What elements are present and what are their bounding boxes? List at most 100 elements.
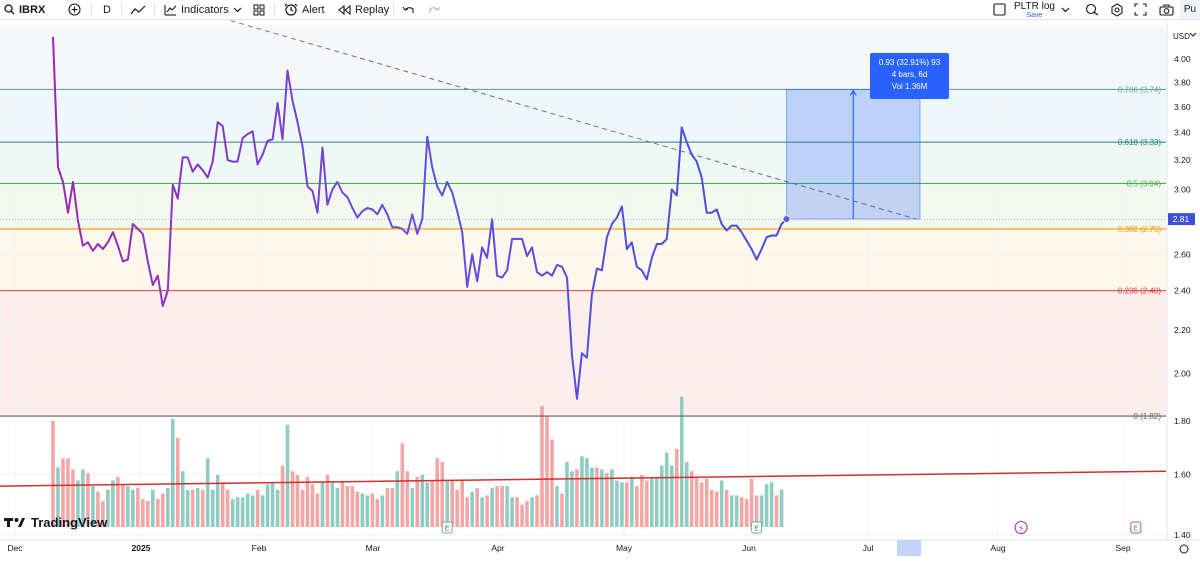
volume-bar xyxy=(565,461,569,527)
upper-background xyxy=(0,26,1166,90)
volume-bar xyxy=(595,467,599,527)
volume-bar xyxy=(210,489,215,527)
volume-bar xyxy=(744,499,749,527)
volume-bar xyxy=(235,497,240,527)
volume-bar xyxy=(151,489,155,527)
volume-bar xyxy=(570,471,574,527)
dividend-marker[interactable] xyxy=(1014,521,1028,534)
settings-icon[interactable] xyxy=(1179,544,1189,554)
earnings-marker[interactable] xyxy=(441,521,453,534)
interval-button[interactable]: D xyxy=(103,0,111,19)
settings-button[interactable] xyxy=(1110,0,1124,19)
earnings-marker[interactable] xyxy=(751,521,763,534)
time-tick-label: 2025 xyxy=(132,543,151,553)
fullscreen-button[interactable] xyxy=(1134,0,1147,19)
volume-bar xyxy=(709,489,714,527)
layouts-button[interactable] xyxy=(253,0,265,19)
volume-bar xyxy=(515,497,519,527)
quick-search-button[interactable] xyxy=(1085,0,1099,19)
fib-band xyxy=(0,228,1166,291)
volume-bar xyxy=(195,487,200,527)
chevron-down-icon[interactable] xyxy=(1189,32,1197,37)
volume-bar xyxy=(131,489,135,527)
volume-bar xyxy=(460,480,464,527)
volume-bar xyxy=(285,424,290,527)
indicators-dropdown[interactable] xyxy=(233,0,242,19)
volume-bar xyxy=(425,482,430,527)
volume-bar xyxy=(61,458,65,527)
volume-bar xyxy=(684,461,689,527)
indicators-label: Indicators xyxy=(181,3,229,16)
volume-bar xyxy=(385,487,390,527)
volume-bar xyxy=(190,489,195,527)
price-tick-label: 4.00 xyxy=(1174,54,1191,64)
volume-bar xyxy=(205,458,210,527)
volume-bar xyxy=(769,482,774,527)
volume-bar xyxy=(310,484,315,527)
volume-bar xyxy=(126,486,130,527)
price-tick-label: 3.00 xyxy=(1174,184,1191,194)
symbol-search[interactable]: IBRX xyxy=(4,0,45,19)
replay-button[interactable]: Replay xyxy=(338,0,389,19)
volume-bar xyxy=(694,476,699,527)
price-tick-label: 3.20 xyxy=(1174,155,1191,165)
tradingview-watermark: TradingView xyxy=(4,515,108,530)
line-style-icon xyxy=(130,5,146,14)
volume-bar xyxy=(295,474,300,527)
dividend-marker-label: ⚡ xyxy=(1018,524,1024,533)
volume-bar xyxy=(325,474,330,527)
layout-save[interactable]: PLTR log Save xyxy=(1014,0,1055,19)
volume-bar xyxy=(600,469,604,527)
tradingview-logo-slash xyxy=(18,518,25,527)
currency-label[interactable]: USD xyxy=(1173,32,1190,41)
volume-bar xyxy=(435,458,440,527)
volume-bar xyxy=(370,493,375,527)
snapshot-button[interactable] xyxy=(1159,0,1174,19)
last-price-point xyxy=(782,215,791,224)
volume-bar xyxy=(420,474,425,527)
dashed-trendline[interactable] xyxy=(0,20,917,220)
volume-bar xyxy=(335,487,340,527)
volume-bar xyxy=(76,480,80,527)
volume-bar xyxy=(699,482,704,527)
earnings-marker[interactable] xyxy=(1130,521,1142,534)
price-axis[interactable]: USD4.003.803.603.403.203.002.802.602.402… xyxy=(1166,20,1200,540)
fib-retracement[interactable]: 0.786 (3.74) 0.618 (3.33) 0.5 (3.04) 0.382 … xyxy=(0,85,1166,421)
compare-button[interactable] xyxy=(68,0,81,19)
volume-bar xyxy=(739,497,744,527)
volume-bar xyxy=(355,491,360,527)
volume-bar xyxy=(360,493,365,527)
indicators-button[interactable]: Indicators xyxy=(164,0,229,19)
layout-name: PLTR log xyxy=(1014,0,1055,12)
volume-bar xyxy=(240,497,245,527)
fib-level-label: 0.382 (2.75) xyxy=(1118,225,1161,234)
volume-bar xyxy=(470,491,474,527)
volume-bar xyxy=(754,495,759,527)
trendline[interactable] xyxy=(0,20,917,220)
volume-bar xyxy=(645,480,649,527)
time-tick-label: Aug xyxy=(990,543,1005,553)
publish-button[interactable]: Pu xyxy=(1180,0,1200,19)
event-markers: E E E ⚡ xyxy=(441,521,1142,534)
volume-bar xyxy=(530,497,534,527)
symbol-name: IBRX xyxy=(19,3,46,16)
volume-bar xyxy=(106,489,110,527)
chart-style-button[interactable] xyxy=(130,0,146,19)
volume-bar xyxy=(405,471,410,527)
volume-bar xyxy=(674,448,679,527)
fib-band xyxy=(0,142,1166,184)
layout-toggle[interactable] xyxy=(993,0,1006,19)
price-tick-label: 1.40 xyxy=(1174,530,1191,540)
layout-dropdown[interactable] xyxy=(1061,0,1070,19)
volume-bar xyxy=(659,465,664,527)
volume-bar xyxy=(615,480,619,527)
price-chart[interactable]: 0.786 (3.74) 0.618 (3.33) 0.5 (3.04) 0.382 … xyxy=(0,20,1200,561)
time-axis[interactable]: Dec 2025 Feb Mar Apr May Jun Jul Aug Sep xyxy=(0,539,1200,556)
alert-button[interactable]: Alert xyxy=(284,0,325,19)
undo-button[interactable] xyxy=(402,0,415,19)
volume-bar xyxy=(141,499,145,527)
volume-bar xyxy=(759,495,764,527)
redo-button[interactable] xyxy=(428,0,441,19)
quick-search-icon xyxy=(1085,3,1099,16)
